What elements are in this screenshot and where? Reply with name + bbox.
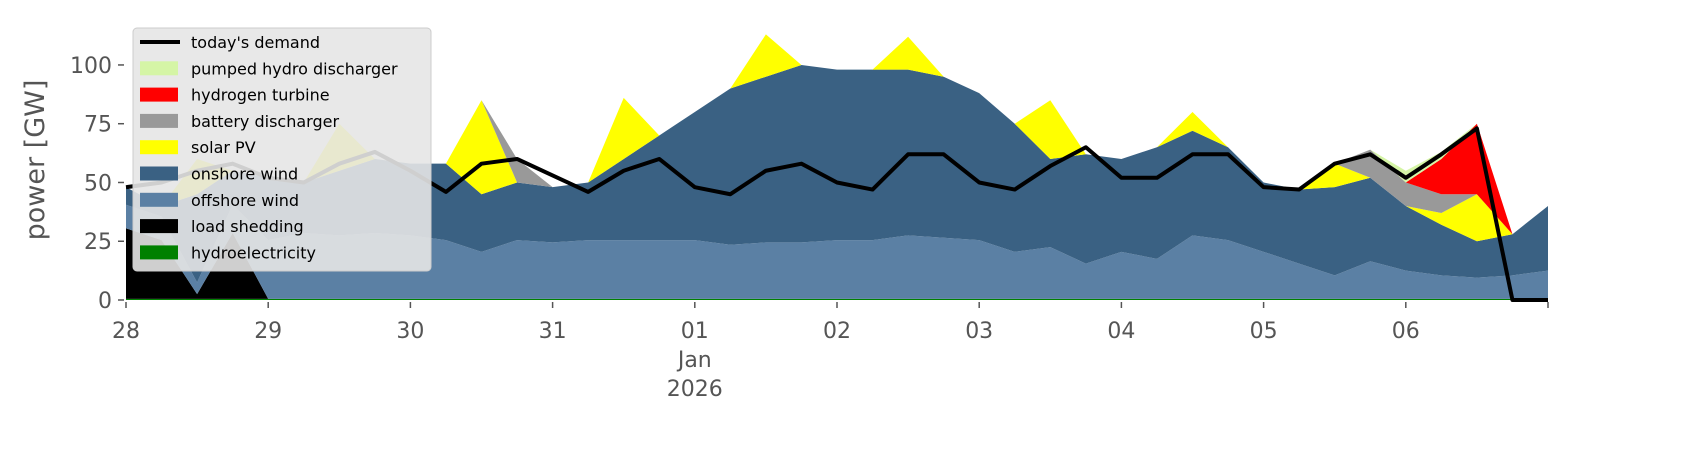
legend-label: offshore wind xyxy=(191,191,299,210)
legend-label: solar PV xyxy=(191,138,256,157)
y-axis-label: power [GW] xyxy=(20,80,51,241)
x-tick-label: 31 xyxy=(539,319,567,344)
y-tick-label: 25 xyxy=(84,230,112,255)
legend-swatch xyxy=(140,219,178,234)
x-tick-label: 02 xyxy=(823,319,851,344)
x-tick-label: 04 xyxy=(1107,319,1135,344)
legend-label: load shedding xyxy=(191,217,304,236)
area xyxy=(126,34,1548,242)
x-tick-label: 28 xyxy=(112,319,140,344)
legend-label: hydrogen turbine xyxy=(191,86,330,105)
legend-swatch xyxy=(140,87,178,102)
y-tick-label: 0 xyxy=(98,289,112,314)
legend-label: pumped hydro discharger xyxy=(191,59,398,78)
legend-swatch xyxy=(140,245,178,260)
x-tick-label: 29 xyxy=(254,319,282,344)
legend-box xyxy=(132,27,432,272)
legend: today's demand pumped hydro discharger hyd… xyxy=(132,27,432,272)
legend-label: today's demand xyxy=(191,33,320,52)
legend-label: hydroelectricity xyxy=(191,243,316,262)
area xyxy=(126,204,1548,299)
legend-swatch xyxy=(140,113,178,128)
legend-swatch xyxy=(140,166,178,181)
x-tick-label: 05 xyxy=(1250,319,1278,344)
legend-swatch xyxy=(140,192,178,207)
y-tick-label: 100 xyxy=(70,54,112,79)
area xyxy=(126,298,1548,300)
y-tick-label: 50 xyxy=(84,171,112,196)
legend-swatch xyxy=(140,61,178,76)
x-tick-label: 06 xyxy=(1392,319,1420,344)
legend-label: battery discharger xyxy=(191,112,339,131)
x-tick-label: 03 xyxy=(965,319,993,344)
y-tick-label: 75 xyxy=(84,113,112,138)
legend-label: onshore wind xyxy=(191,165,298,184)
legend-swatch xyxy=(140,140,178,155)
area xyxy=(126,64,1548,283)
x-tick-label: 01 Jan 2026 xyxy=(667,319,723,402)
x-tick-label: 30 xyxy=(396,319,424,344)
